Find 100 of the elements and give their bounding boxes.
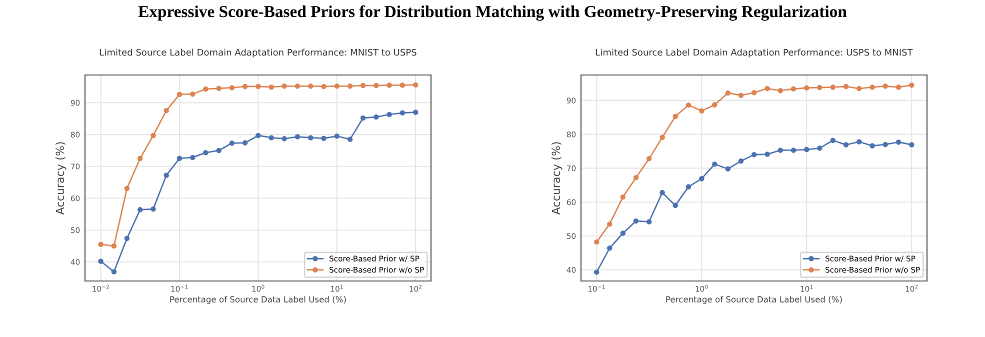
point xyxy=(242,84,248,90)
chart-title: Limited Source Label Domain Adaptation Performance: USPS to MNIST xyxy=(596,48,913,58)
point xyxy=(606,221,612,227)
point xyxy=(242,140,248,146)
point xyxy=(764,152,770,157)
point xyxy=(909,82,914,88)
point xyxy=(882,142,888,148)
point xyxy=(294,84,300,89)
point xyxy=(216,148,222,154)
point xyxy=(633,175,639,180)
point xyxy=(896,84,902,90)
point xyxy=(672,202,678,208)
point xyxy=(124,236,130,241)
point xyxy=(347,84,353,89)
point xyxy=(843,84,849,90)
point xyxy=(804,85,810,91)
point xyxy=(216,86,222,92)
point xyxy=(606,245,612,251)
point xyxy=(386,112,392,118)
point xyxy=(633,218,639,224)
point xyxy=(386,82,392,88)
point xyxy=(882,84,888,89)
point xyxy=(190,91,196,97)
point xyxy=(111,269,117,274)
point xyxy=(909,142,914,148)
point xyxy=(400,110,406,116)
point xyxy=(843,142,849,148)
point xyxy=(856,86,862,92)
point xyxy=(256,84,261,90)
point xyxy=(203,150,208,156)
point xyxy=(400,82,406,88)
point xyxy=(256,132,261,138)
point xyxy=(321,84,326,90)
point xyxy=(804,146,810,152)
point xyxy=(282,136,287,142)
point xyxy=(698,108,704,114)
point xyxy=(778,88,783,94)
point xyxy=(150,206,156,212)
point xyxy=(712,161,718,167)
point xyxy=(686,184,692,190)
point xyxy=(830,84,836,90)
point xyxy=(176,92,182,98)
point xyxy=(594,270,600,275)
point xyxy=(164,172,169,178)
y-axis-title: Accuracy (%) xyxy=(552,142,562,215)
point xyxy=(620,194,626,200)
point xyxy=(347,136,353,142)
point xyxy=(594,239,600,245)
point xyxy=(620,230,626,236)
point xyxy=(660,134,665,140)
point xyxy=(896,139,902,145)
point xyxy=(660,190,665,196)
point xyxy=(817,146,822,151)
point xyxy=(738,158,744,164)
point xyxy=(698,176,704,182)
text: Expressive Score-Based Priors for Distribution Matching with Geometry-Preserving Regularization xyxy=(138,5,847,21)
point xyxy=(751,90,757,96)
point xyxy=(360,82,366,88)
point xyxy=(190,154,196,160)
point xyxy=(870,143,875,148)
point xyxy=(268,84,274,90)
point xyxy=(334,133,340,139)
point xyxy=(738,92,744,98)
point xyxy=(229,140,235,146)
point xyxy=(176,156,182,162)
point xyxy=(646,219,652,224)
point xyxy=(856,139,862,144)
chart-title: Limited Source Label Domain Adaptation Performance: MNIST to USPS xyxy=(100,48,416,58)
point xyxy=(268,135,274,140)
point xyxy=(229,85,235,90)
point xyxy=(817,84,822,90)
point xyxy=(282,84,287,89)
point xyxy=(137,207,143,212)
point xyxy=(412,82,418,88)
x-axis-title: Percentage of Source Data Label Used (%) xyxy=(666,296,842,304)
point xyxy=(672,114,678,119)
point xyxy=(111,243,117,249)
point xyxy=(751,152,757,158)
y-axis-title: Accuracy (%) xyxy=(56,142,66,215)
point xyxy=(725,166,731,172)
point xyxy=(360,115,366,121)
point xyxy=(124,186,130,191)
point xyxy=(646,156,652,162)
point xyxy=(790,148,796,153)
point xyxy=(98,258,104,264)
point xyxy=(764,86,770,92)
point xyxy=(308,84,314,89)
point xyxy=(98,242,104,248)
point xyxy=(294,134,300,140)
point xyxy=(830,138,836,144)
point xyxy=(686,102,692,108)
point xyxy=(412,110,418,115)
point xyxy=(321,136,326,141)
point xyxy=(374,114,379,120)
point xyxy=(334,84,340,89)
point xyxy=(725,90,731,96)
point xyxy=(778,148,783,153)
x-axis-title: Percentage of Source Data Label Used (%) xyxy=(170,296,346,304)
point xyxy=(137,156,143,162)
point xyxy=(712,102,718,108)
